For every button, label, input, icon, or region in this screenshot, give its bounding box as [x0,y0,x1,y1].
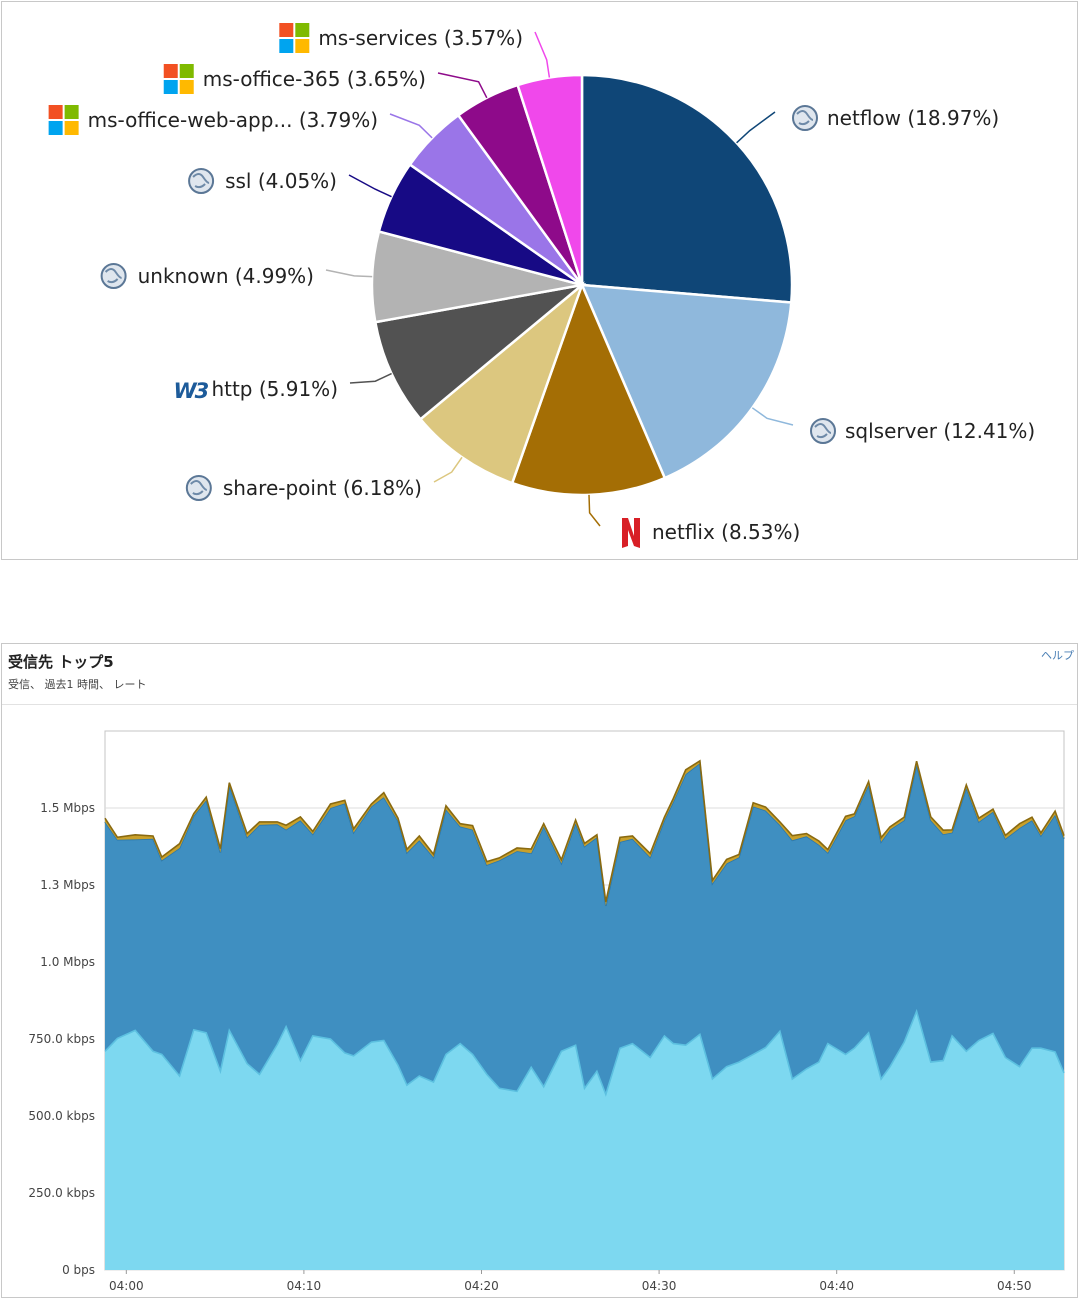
slice-label: ms-office-web-app... (3.79%) [88,108,378,132]
slice-label: ssl (4.05%) [225,169,337,193]
y-tick-label: 0 bps [62,1263,95,1277]
leader-line [325,269,373,278]
pie-slice-netflow[interactable] [580,73,794,304]
slice-label: netflow (18.97%) [827,106,999,130]
protocol-pie-chart: netflow (18.97%) sqlserver (12.41%) netfli… [48,23,1035,548]
y-tick-label: 1.5 Mbps [40,801,95,815]
y-tick-label: 1.3 Mbps [40,878,95,892]
pie-slice-netflix[interactable] [510,281,667,497]
slice-label: sqlserver (12.41%) [845,419,1035,443]
y-tick-label: 750.0 kbps [28,1032,95,1046]
panel-title: 受信先 トップ5 [8,653,114,671]
microsoft-icon [163,64,194,94]
microsoft-icon [279,23,310,53]
panel-subtitle: 受信、 過去1 時間、 レート [8,678,147,691]
y-tick-label: 250.0 kbps [28,1186,95,1200]
slice-label: ms-services (3.57%) [318,26,523,50]
leader-line [348,174,392,198]
slice-label: netflix (8.53%) [652,520,800,544]
leader-line [534,31,551,78]
slice-label: http (5.91%) [211,377,338,401]
pie-labels: netflow (18.97%) sqlserver (12.41%) netfli… [48,23,1035,548]
globe-icon [792,105,818,131]
slice-label: unknown (4.99%) [138,264,314,288]
pie-slice-sqlserver[interactable] [580,283,793,480]
leader-line [389,113,433,139]
x-tick-label: 04:30 [642,1279,677,1293]
x-tick-label: 04:50 [997,1279,1032,1293]
pie-slice-ms-services[interactable] [516,73,584,286]
area-series-0[interactable] [105,1011,1064,1270]
netflix-icon [622,518,640,548]
y-tick-label: 500.0 kbps [28,1109,95,1123]
svg-text:W3: W3 [173,379,208,403]
y-tick-label: 1.0 Mbps [40,955,95,969]
w3c-icon: W3 [173,379,210,403]
leader-line [433,456,463,483]
x-tick-label: 04:00 [109,1279,144,1293]
microsoft-icon [48,105,79,135]
globe-icon [185,475,212,501]
help-link[interactable]: ヘルプ [1041,649,1074,662]
x-tick-label: 04:40 [819,1279,854,1293]
receive-rate-area-chart: 0 bps 250.0 kbps 500.0 kbps 750.0 kbps 1.0 M… [28,730,1065,1293]
globe-icon [100,263,127,289]
series-line-2 [104,759,1065,903]
slice-label: share-point (6.18%) [223,476,422,500]
x-tick-label: 04:10 [287,1279,322,1293]
x-tick-label: 04:20 [464,1279,499,1293]
pie-slice-http[interactable] [373,282,587,421]
leader-line [588,494,601,527]
top5-receivers-panel: 受信先 トップ5 受信、 過去1 時間、 レート ヘルプ 0 bps 250.0 … [1,643,1078,1298]
pie-chart-panel: netflow (18.97%) sqlserver (12.41%) netfli… [1,1,1078,560]
globe-icon [810,418,836,444]
leader-line [736,111,776,144]
pie-slices [370,73,794,497]
series-line-0 [104,1008,1065,1097]
leader-line [751,407,794,426]
globe-icon [188,168,215,194]
area-series-1[interactable] [105,763,1064,1095]
leader-line [349,372,392,384]
leader-line [437,72,488,99]
panel-header-divider [2,704,1077,705]
slice-label: ms-office-365 (3.65%) [203,67,426,91]
